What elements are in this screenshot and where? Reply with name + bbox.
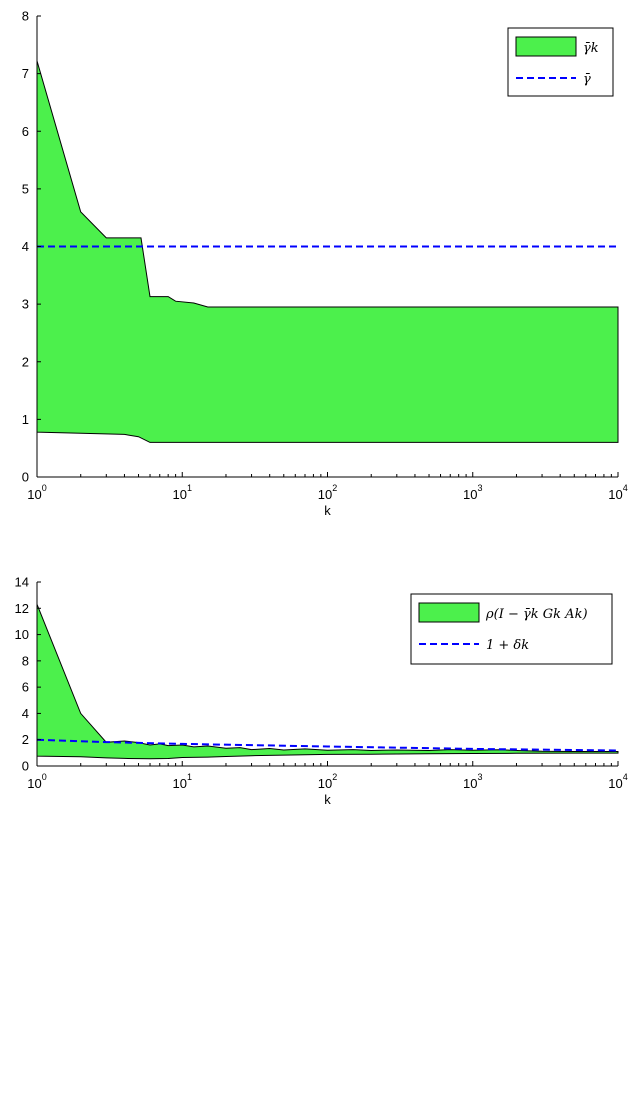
x-tick-exponent: 2 [332,772,337,782]
y-tick-label: 2 [22,354,29,369]
legend-label-band: γ̄k [583,41,599,56]
band-area [36,60,619,443]
y-tick-label: 8 [22,9,29,24]
y-tick-label: 2 [22,732,29,747]
x-axis-label: k [324,792,331,807]
x-tick-base: 10 [318,487,332,502]
x-tick-exponent: 1 [187,483,192,493]
legend: ρ(I − γ̄k Gk Ak) 1 + δk [410,593,613,665]
x-tick-base: 10 [608,487,622,502]
x-tick-label: 100 [27,483,46,502]
legend-label-band: ρ(I − γ̄k Gk Ak) [485,607,588,622]
x-tick-base: 10 [463,776,477,791]
y-tick-label: 1 [22,412,29,427]
y-tick-label: 4 [22,706,29,721]
x-tick-base: 10 [173,487,187,502]
x-tick-exponent: 3 [477,483,482,493]
y-tick-label: 10 [15,627,29,642]
x-tick-base: 10 [27,776,41,791]
legend-swatch-band [515,36,577,57]
y-tick-label: 6 [22,124,29,139]
x-tick-exponent: 3 [477,772,482,782]
y-tick-label: 5 [22,181,29,196]
x-tick-label: 100 [27,772,46,791]
x-tick-label: 103 [463,483,482,502]
y-tick-label: 7 [22,66,29,81]
x-tick-label: 102 [318,483,337,502]
y-tick-label: 6 [22,680,29,695]
x-axis-label: k [324,503,331,518]
y-tick-label: 4 [22,239,29,254]
x-tick-base: 10 [463,487,477,502]
y-tick-label: 14 [15,575,29,590]
x-tick-exponent: 0 [42,483,47,493]
band-area [36,604,619,760]
x-tick-exponent: 1 [187,772,192,782]
x-tick-base: 10 [318,776,332,791]
x-tick-exponent: 4 [623,772,628,782]
x-tick-label: 101 [173,772,192,791]
y-tick-label: 3 [22,297,29,312]
x-tick-label: 102 [318,772,337,791]
y-tick-label: 0 [22,470,29,485]
x-tick-label: 101 [173,483,192,502]
x-tick-base: 10 [27,487,41,502]
x-tick-label: 103 [463,772,482,791]
x-tick-exponent: 0 [42,772,47,782]
x-tick-label: 104 [608,772,627,791]
legend-label-line: γ̄ [583,72,591,87]
y-tick-label: 12 [15,601,29,616]
x-tick-label: 104 [608,483,627,502]
x-tick-exponent: 4 [623,483,628,493]
x-tick-base: 10 [608,776,622,791]
x-tick-base: 10 [173,776,187,791]
x-tick-exponent: 2 [332,483,337,493]
y-tick-label: 0 [22,759,29,774]
legend-swatch-band [418,602,480,623]
dashed-reference-line [36,738,619,752]
legend: γ̄k γ̄ [507,27,614,97]
legend-label-line: 1 + δk [486,638,529,653]
y-tick-label: 8 [22,653,29,668]
